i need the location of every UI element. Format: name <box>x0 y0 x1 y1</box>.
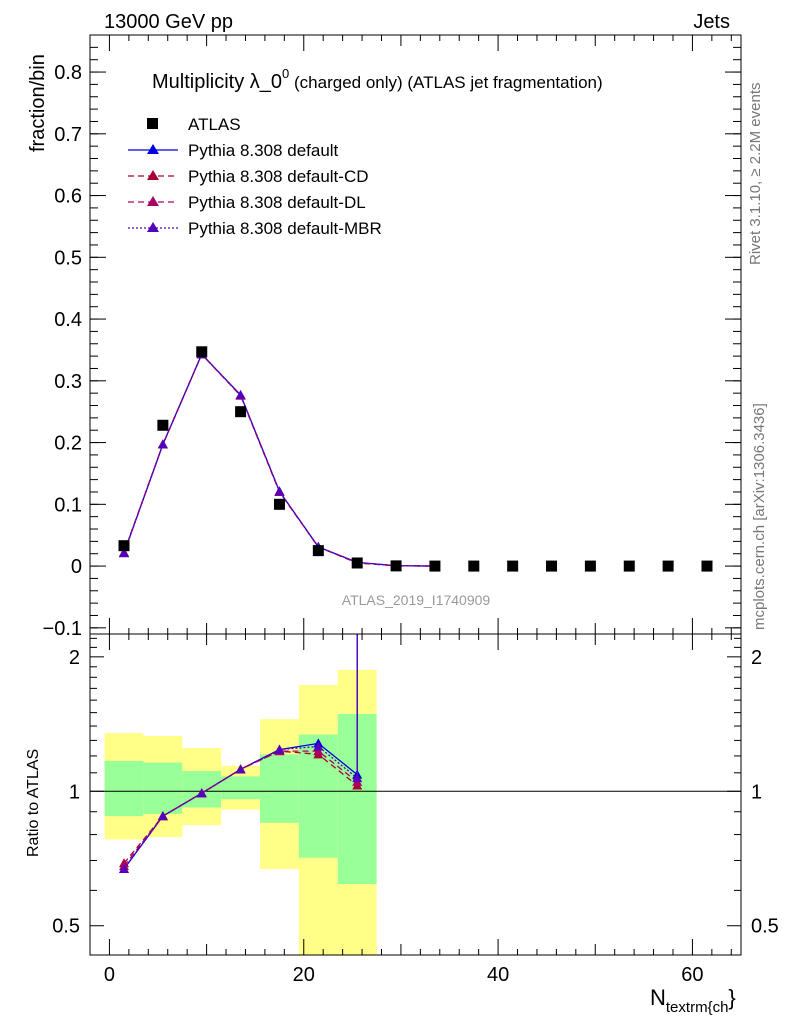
atlas-data-point-6 <box>351 557 363 569</box>
ratio-frame <box>89 633 742 956</box>
atlas-data-point-2 <box>196 346 208 358</box>
main-ytick-label-9: 0.8 <box>54 62 82 84</box>
x-axis-label: Ntextrm{ch} <box>650 985 736 1016</box>
atlas-data-point-0 <box>118 540 130 552</box>
legend-marker-3 <box>147 196 159 206</box>
plot-title: Multiplicity λ_00 (charged only) (ATLAS … <box>152 66 603 93</box>
ratio-point-s3-1 <box>157 811 168 821</box>
main-ytick-label-3: 0.2 <box>54 433 82 455</box>
main-ytick-label-7: 0.6 <box>54 186 82 208</box>
stat-uncertainty-band-1 <box>143 762 183 814</box>
main-line-series-1 <box>123 353 435 567</box>
main-point-s4-0 <box>119 548 130 558</box>
atlas-data-point-11 <box>546 560 558 572</box>
main-line-series-4 <box>123 353 435 567</box>
ratio-point-s3-3 <box>235 764 246 774</box>
ratio-point-s3-5 <box>313 741 324 751</box>
ratio-ytick-label-right-1: 1 <box>751 781 762 803</box>
legend-label-3: Pythia 8.308 default-DL <box>188 193 366 212</box>
plot-title-sup: 0 <box>282 66 289 81</box>
main-ytick-label-5: 0.4 <box>54 309 82 331</box>
ratio-ytick-label-left-0: 0.5 <box>52 916 80 938</box>
main-ytick-label-0: −0.1 <box>43 618 82 640</box>
x-axis-label-main: N <box>650 985 666 1010</box>
legend: ATLAS Pythia 8.308 default Pythia 8.308 de… <box>128 115 382 238</box>
main-point-s4-1 <box>157 439 168 449</box>
ratio-point-s2-5 <box>313 746 324 756</box>
xtick-label-2: 40 <box>487 964 509 986</box>
x-axis-label-sub: textrm{ch <box>666 999 729 1016</box>
main-y-axis-label: fraction/bin <box>27 54 49 152</box>
atlas-data-point-12 <box>584 560 596 572</box>
stat-uncertainty-band-3 <box>221 776 261 800</box>
main-ytick-label-1: 0 <box>71 556 82 578</box>
legend-marker-1 <box>147 144 159 154</box>
xtick-label-3: 60 <box>681 964 703 986</box>
legend-marker-4 <box>147 222 159 232</box>
xtick-label-0: 0 <box>104 964 115 986</box>
ratio-ytick-label-left-2: 2 <box>69 647 80 669</box>
legend-label-1: Pythia 8.308 default <box>188 141 339 160</box>
ratio-point-s3-4 <box>274 744 285 754</box>
legend-marker-0 <box>147 118 158 129</box>
atlas-data-point-9 <box>468 560 480 572</box>
main-ytick-label-2: 0.1 <box>54 494 82 516</box>
legend-marker-2 <box>147 170 159 180</box>
main-point-s4-3 <box>235 390 246 400</box>
legend-label-2: Pythia 8.308 default-CD <box>188 167 369 186</box>
atlas-data-point-4 <box>273 498 285 510</box>
atlas-data-point-8 <box>429 560 441 572</box>
plot-title-main: Multiplicity λ_0 <box>152 71 282 93</box>
atlas-data-point-13 <box>623 560 635 572</box>
mcplots-label: mcplots.cern.ch [arXiv:1306.3436] <box>751 403 768 630</box>
stat-uncertainty-band-0 <box>104 760 144 817</box>
legend-label-4: Pythia 8.308 default-MBR <box>188 219 382 238</box>
ratio-panel: 0.5 0.51 12 20 20 40 60 <box>52 633 779 986</box>
main-line-series-2 <box>123 353 435 567</box>
atlas-data-point-10 <box>507 560 519 572</box>
main-line-series-3 <box>123 353 435 567</box>
header-right: Jets <box>693 11 730 33</box>
atlas-data-point-5 <box>312 545 324 557</box>
x-axis-label-tail: } <box>728 985 735 1010</box>
atlas-data-point-3 <box>235 406 247 418</box>
atlas-data-point-1 <box>157 419 169 431</box>
ratio-ytick-label-right-2: 2 <box>751 647 762 669</box>
analysis-watermark: ATLAS_2019_I1740909 <box>342 592 491 608</box>
ratio-ytick-label-right-0: 0.5 <box>751 916 779 938</box>
atlas-data-point-14 <box>662 560 674 572</box>
main-ytick-label-6: 0.5 <box>54 247 82 269</box>
legend-label-0: ATLAS <box>188 115 241 134</box>
plot-title-rest: (charged only) (ATLAS jet fragmentation) <box>289 73 602 92</box>
ratio-point-s3-2 <box>196 788 207 798</box>
atlas-data-point-15 <box>701 560 713 572</box>
atlas-data-point-7 <box>390 560 402 572</box>
ratio-ytick-label-left-1: 1 <box>69 781 80 803</box>
ratio-y-axis-label: Ratio to ATLAS <box>25 749 42 857</box>
stat-uncertainty-band-4 <box>260 754 299 823</box>
ratio-point-s3-0 <box>119 863 130 873</box>
main-ytick-label-8: 0.7 <box>54 124 82 146</box>
main-ytick-label-4: 0.3 <box>54 371 82 393</box>
main-panel: −0.1 0 0.1 0.2 0.3 0.4 0.5 0.6 0.7 0.8 <box>43 34 742 640</box>
header-left: 13000 GeV pp <box>104 11 233 33</box>
main-point-s4-4 <box>274 486 285 496</box>
rivet-label: Rivet 3.1.10, ≥ 2.2M events <box>747 83 764 266</box>
xtick-label-1: 20 <box>293 964 315 986</box>
